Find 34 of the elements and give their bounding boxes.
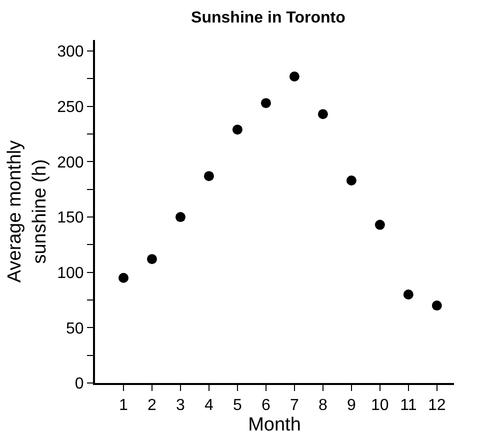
point [289,72,300,82]
x-tick-label: 6 [261,397,270,414]
chart-title: Sunshine in Toronto [191,9,346,26]
y-tick-label: 0 [74,376,84,393]
point [403,289,414,300]
point [204,171,214,182]
x-tick-label: 2 [148,397,157,414]
y-tick-label: 100 [57,264,84,282]
point [232,124,242,135]
x-tick-label: 5 [233,397,242,414]
x-tick-label: 3 [176,397,186,414]
x-tick-label: 1 [119,397,128,414]
y-tick-label: 250 [57,98,84,116]
point [118,272,128,283]
x-tick-label: 11 [400,397,417,414]
point [318,109,328,120]
x-tick-label: 8 [318,397,328,414]
y-axis-title: Average monthly sunshine (h) [4,140,50,283]
x-tick-label: 10 [371,397,389,414]
x-tick-label: 7 [290,397,299,414]
point [175,212,186,222]
point [146,254,157,264]
point [260,98,271,108]
x-axis-title: Month [248,414,301,436]
point [374,220,385,230]
x-tick-label: 4 [204,397,214,414]
point [346,176,356,186]
y-tick-label: 300 [57,44,84,61]
y-tick-label: 200 [57,154,84,172]
y-tick-label: 50 [66,320,84,338]
x-tick-label: 12 [428,397,446,414]
point [432,300,442,311]
y-tick-label: 150 [57,210,84,227]
x-tick-label: 9 [346,397,356,414]
